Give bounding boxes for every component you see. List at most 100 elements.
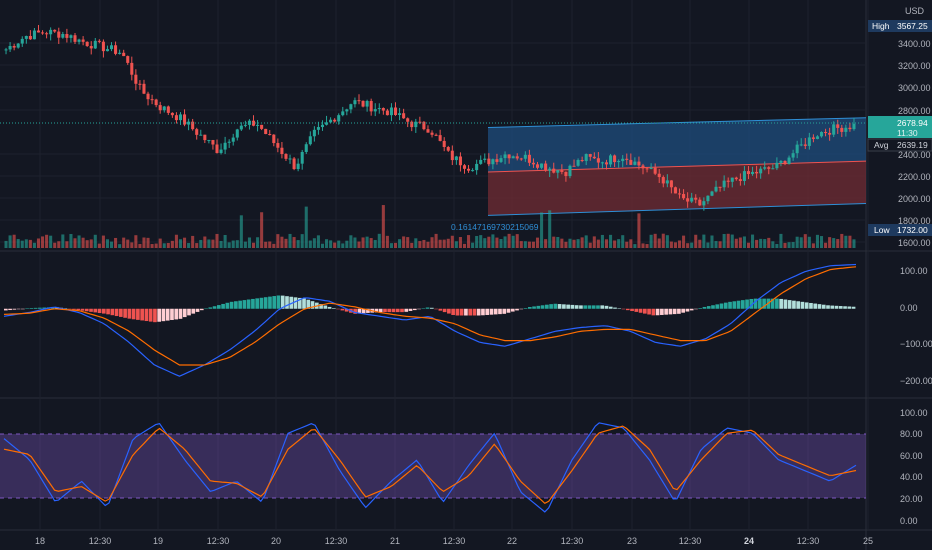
candle[interactable]	[726, 177, 730, 188]
time-axis[interactable]: 18 12:30 19 12:30 20 12:30 21 12:30 22 12:30 23 12:…	[35, 536, 873, 546]
candle[interactable]	[759, 166, 763, 179]
candle[interactable]	[755, 165, 759, 179]
candle[interactable]	[138, 80, 142, 90]
candle[interactable]	[783, 160, 787, 166]
candle[interactable]	[45, 31, 49, 39]
candle[interactable]	[97, 39, 101, 44]
candle[interactable]	[531, 158, 535, 168]
candle[interactable]	[312, 126, 316, 142]
candle[interactable]	[300, 149, 304, 170]
candle[interactable]	[836, 119, 840, 134]
candle[interactable]	[592, 152, 596, 159]
candle[interactable]	[231, 133, 235, 146]
candle[interactable]	[738, 173, 742, 186]
candle[interactable]	[385, 108, 389, 116]
candle[interactable]	[706, 195, 710, 205]
candle[interactable]	[357, 94, 361, 105]
candle[interactable]	[645, 167, 649, 173]
candle[interactable]	[799, 138, 803, 147]
candle[interactable]	[329, 117, 333, 124]
candle[interactable]	[600, 161, 604, 169]
candle[interactable]	[361, 100, 365, 108]
candle[interactable]	[629, 153, 633, 165]
candle[interactable]	[791, 149, 795, 161]
candle[interactable]	[93, 37, 97, 49]
candle[interactable]	[471, 168, 475, 172]
candle[interactable]	[523, 151, 527, 162]
candle[interactable]	[398, 107, 402, 121]
candle[interactable]	[552, 162, 556, 174]
candle[interactable]	[280, 141, 284, 159]
candle[interactable]	[438, 129, 442, 142]
candle[interactable]	[325, 115, 329, 126]
candle[interactable]	[410, 120, 414, 132]
candle[interactable]	[114, 41, 118, 56]
candle[interactable]	[426, 125, 430, 133]
candle[interactable]	[308, 131, 312, 146]
candle[interactable]	[779, 160, 783, 167]
candle[interactable]	[815, 135, 819, 140]
candle[interactable]	[576, 158, 580, 167]
candle[interactable]	[462, 164, 467, 174]
candle[interactable]	[215, 139, 219, 154]
candle[interactable]	[641, 163, 645, 175]
candle[interactable]	[85, 41, 89, 47]
stoch-scale[interactable]: 100.00 80.00 60.00 40.00 20.00 0.00	[900, 408, 928, 526]
candle[interactable]	[604, 159, 609, 170]
candle[interactable]	[20, 36, 24, 47]
candle[interactable]	[219, 143, 223, 155]
candle[interactable]	[673, 186, 677, 194]
candle[interactable]	[572, 159, 576, 167]
candle[interactable]	[698, 197, 702, 206]
candle[interactable]	[77, 38, 81, 45]
candle[interactable]	[345, 108, 349, 116]
candle[interactable]	[414, 118, 418, 133]
candle[interactable]	[373, 103, 377, 117]
candle[interactable]	[775, 157, 779, 171]
candle[interactable]	[73, 33, 77, 45]
candle[interactable]	[690, 192, 694, 203]
candle[interactable]	[475, 159, 479, 175]
candle[interactable]	[418, 116, 422, 125]
candle[interactable]	[101, 39, 105, 58]
candle[interactable]	[69, 34, 73, 43]
candle[interactable]	[686, 192, 690, 208]
candle[interactable]	[710, 190, 714, 197]
candle[interactable]	[621, 155, 625, 168]
candle[interactable]	[450, 145, 454, 166]
candle[interactable]	[304, 142, 308, 155]
candle[interactable]	[803, 138, 807, 150]
candle[interactable]	[702, 197, 706, 211]
candle[interactable]	[442, 137, 446, 152]
candle[interactable]	[239, 122, 243, 131]
candle[interactable]	[649, 163, 653, 170]
candle[interactable]	[767, 166, 771, 175]
candle[interactable]	[458, 152, 462, 172]
candle[interactable]	[28, 30, 32, 40]
candle[interactable]	[556, 169, 560, 179]
candle[interactable]	[24, 35, 28, 44]
candle[interactable]	[61, 31, 65, 39]
candle[interactable]	[661, 175, 665, 188]
candle[interactable]	[742, 166, 746, 186]
candle[interactable]	[677, 188, 682, 199]
candle[interactable]	[150, 94, 154, 105]
candle[interactable]	[487, 153, 491, 167]
candle[interactable]	[511, 155, 515, 159]
candle[interactable]	[613, 154, 617, 167]
candle[interactable]	[146, 91, 150, 106]
candle[interactable]	[763, 161, 767, 171]
candle[interactable]	[787, 155, 791, 165]
candle[interactable]	[81, 36, 85, 46]
candle[interactable]	[637, 156, 641, 170]
candle[interactable]	[65, 28, 69, 43]
candle[interactable]	[454, 155, 458, 165]
candle[interactable]	[694, 194, 698, 204]
candle[interactable]	[158, 101, 162, 114]
candle[interactable]	[369, 98, 373, 116]
candle[interactable]	[162, 105, 166, 113]
candle[interactable]	[284, 153, 288, 161]
candle[interactable]	[568, 164, 572, 179]
candle[interactable]	[227, 139, 231, 148]
